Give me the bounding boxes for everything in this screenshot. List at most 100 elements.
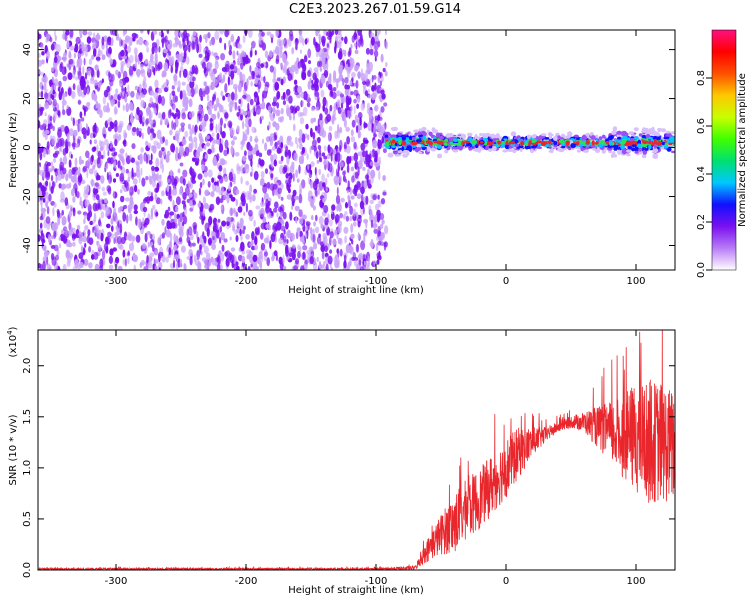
noise-cell: [268, 50, 273, 58]
noise-cell: [46, 255, 49, 266]
noise-cell: [45, 171, 51, 181]
noise-cell: [345, 145, 351, 154]
noise-cell: [302, 245, 308, 251]
noise-cell: [320, 74, 326, 84]
noise-cell: [104, 139, 109, 146]
noise-cell: [361, 180, 365, 189]
noise-cell: [237, 57, 240, 66]
noise-cell: [312, 139, 317, 148]
noise-cell: [142, 88, 148, 95]
noise-cell: [61, 209, 64, 216]
noise-cell: [240, 234, 243, 241]
noise-cell: [100, 175, 105, 184]
noise-cell: [372, 75, 377, 80]
noise-cell: [350, 223, 354, 234]
noise-cell: [377, 240, 382, 246]
noise-cell: [249, 135, 253, 142]
noise-cell: [134, 63, 138, 68]
noise-cell: [178, 226, 183, 236]
noise-cell: [86, 234, 90, 244]
noise-cell: [258, 68, 262, 76]
noise-cell: [280, 78, 284, 86]
noise-cell: [138, 115, 143, 123]
noise-cell: [250, 81, 253, 87]
noise-cell: [372, 194, 377, 201]
noise-cell: [187, 91, 192, 97]
signal-cell-layer-3: [637, 143, 641, 148]
noise-cell: [254, 49, 257, 56]
noise-cell: [210, 83, 213, 91]
noise-cell: [334, 30, 339, 36]
noise-cell: [58, 147, 62, 152]
noise-cell: [138, 83, 142, 93]
noise-cell: [273, 250, 278, 257]
noise-cell: [219, 198, 224, 204]
signal-cell-layer-0: [467, 132, 473, 137]
noise-cell: [120, 64, 124, 74]
noise-cell: [78, 155, 82, 166]
noise-cell: [153, 107, 157, 115]
noise-cell: [382, 191, 387, 196]
noise-cell: [274, 134, 278, 141]
noise-cell: [230, 247, 236, 252]
noise-cell: [89, 155, 94, 166]
noise-cell: [175, 235, 179, 245]
noise-cell: [83, 86, 87, 96]
noise-cell: [288, 67, 293, 72]
noise-cell: [252, 254, 258, 262]
noise-cell: [342, 214, 346, 220]
noise-cell: [297, 111, 303, 118]
noise-cell: [121, 153, 124, 164]
noise-cell: [317, 124, 321, 134]
noise-cell: [154, 79, 159, 89]
noise-cell: [291, 47, 295, 55]
noise-cell: [93, 133, 96, 139]
noise-cell: [48, 193, 52, 202]
noise-cell: [272, 183, 278, 190]
noise-cell: [58, 236, 62, 241]
noise-cell: [320, 244, 326, 252]
noise-cell: [221, 220, 227, 227]
noise-cell: [362, 254, 368, 262]
noise-cell: [356, 193, 362, 200]
noise-cell: [64, 197, 69, 206]
noise-cell: [85, 123, 88, 131]
noise-cell: [62, 109, 66, 116]
noise-cell: [349, 205, 353, 215]
noise-cell: [197, 173, 203, 180]
noise-cell: [260, 201, 265, 207]
noise-cell: [307, 48, 312, 59]
noise-cell: [153, 30, 158, 35]
noise-cell: [339, 212, 343, 219]
noise-cell: [233, 178, 236, 185]
noise-cell: [231, 91, 235, 101]
noise-cell: [218, 165, 223, 172]
noise-cell: [94, 224, 99, 234]
noise-cell: [42, 198, 46, 203]
noise-cell: [51, 135, 56, 146]
noise-cell: [325, 80, 329, 88]
noise-cell: [41, 85, 44, 91]
noise-cell: [107, 231, 112, 237]
noise-cell: [174, 244, 177, 251]
noise-cell: [213, 94, 216, 100]
noise-cell: [301, 252, 307, 261]
noise-cell: [198, 113, 203, 122]
noise-cell: [319, 118, 324, 127]
noise-cell: [242, 155, 247, 162]
noise-cell: [215, 57, 218, 65]
noise-cell: [101, 186, 106, 192]
noise-cell: [149, 175, 153, 185]
noise-cell: [45, 180, 49, 187]
noise-cell: [171, 85, 175, 90]
noise-cell: [211, 243, 216, 251]
noise-cell: [218, 143, 224, 153]
noise-cell: [322, 197, 326, 203]
noise-cell: [335, 194, 341, 205]
noise-cell: [242, 94, 247, 99]
noise-cell: [66, 105, 69, 110]
noise-cell: [217, 122, 222, 133]
noise-cell: [97, 240, 100, 251]
noise-cell: [202, 196, 206, 205]
noise-cell: [91, 54, 95, 60]
